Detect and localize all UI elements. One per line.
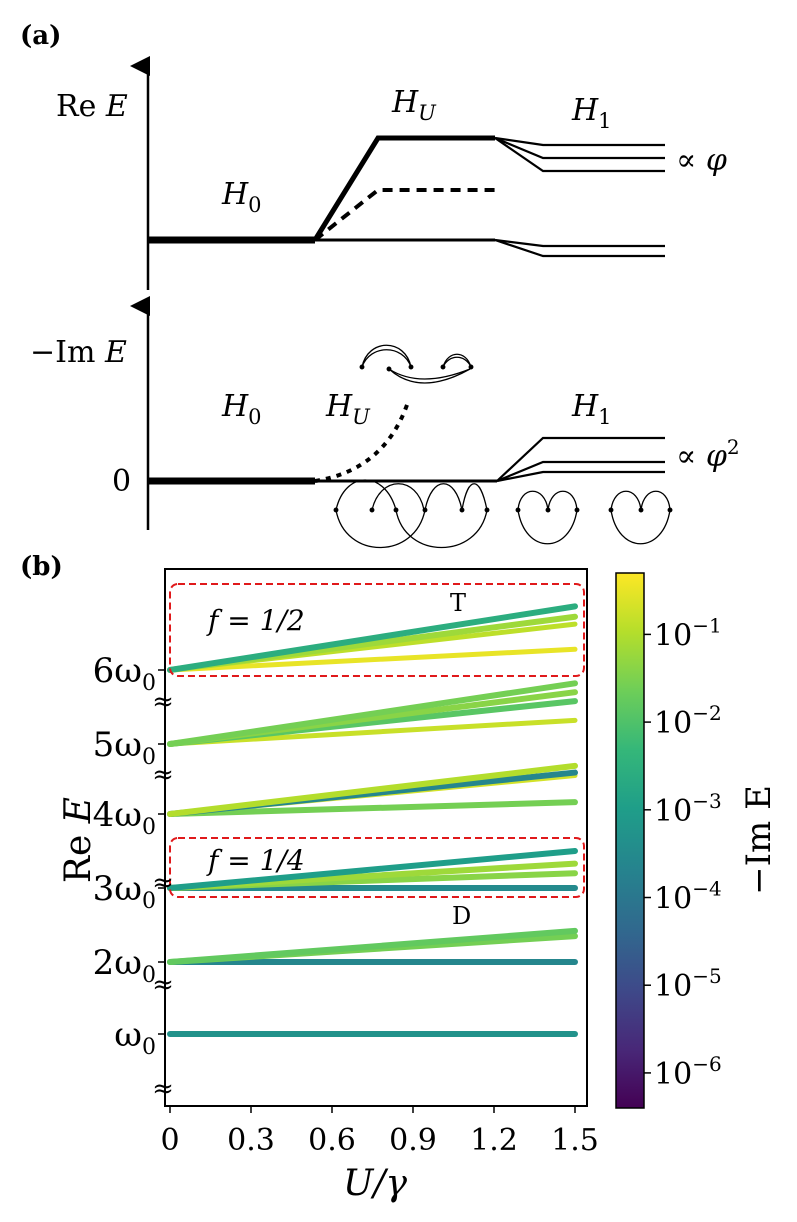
axis-break-5: ≈ (152, 1074, 174, 1104)
x-tick-label: 1.5 (551, 1123, 599, 1158)
x-tick-label: 0.3 (227, 1123, 275, 1158)
plot-frame (164, 568, 588, 1107)
tag-d: D (452, 902, 471, 930)
y-tick-label: 4ω0 (93, 795, 156, 840)
im-e-label: −Im E (30, 335, 127, 370)
y-tick-label: 5ω0 (93, 725, 156, 770)
colorbar-label: −Im E (739, 785, 779, 895)
panel-b-label: (b) (20, 552, 63, 582)
arc-diagram-upper (359, 344, 474, 384)
series-line-5-12 (167, 717, 578, 747)
colorbar-tick-label: 10−2 (654, 701, 722, 741)
series-line-4-8 (167, 799, 578, 817)
y-tick-label: 2ω0 (93, 943, 156, 988)
panel-a-label: (a) (20, 21, 61, 51)
axis-break-4: ≈ (152, 970, 174, 1000)
panel-a-bottom: −Im E 0 (30, 296, 740, 549)
f-half-label: f = 1/2 (206, 604, 305, 637)
hu-dashed-level (313, 188, 495, 242)
series-line-2-3 (167, 927, 578, 965)
y-ticks: ω0 2ω0 3ω0 4ω0 5ω0 6ω0 (93, 651, 165, 1060)
h1-split-upper-1 (494, 136, 665, 147)
im-h1-split-3 (496, 470, 665, 483)
f-half-box (169, 583, 585, 677)
top-h1-label: H1 (571, 93, 612, 133)
y-tick-label: 6ω0 (93, 651, 156, 696)
series-line-6-16 (167, 646, 578, 673)
h1-split-lower-1 (494, 238, 665, 248)
x-tick-label: 0.6 (308, 1123, 356, 1158)
h1-split-upper-3 (494, 137, 665, 173)
y-tick-label: 3ω0 (93, 869, 156, 914)
bottom-h0-label: H0 (221, 389, 262, 429)
colorbar-ticks: 10−1 10−2 10−3 10−4 10−5 10−6 (644, 613, 722, 1092)
x-tick-label: 0.9 (389, 1123, 437, 1158)
panel-b-plot: f = 1/2 f = 1/4 T D 0 0.3 0.6 0.9 1.2 1.5 ω0 2… (58, 568, 779, 1204)
y-tick-label: ω0 (114, 1015, 156, 1060)
top-h0-label: H0 (221, 177, 262, 217)
series-line-3-7 (167, 848, 578, 891)
colorbar-tick-label: 10−6 (654, 1052, 722, 1092)
colorbar (615, 572, 645, 1109)
axis-break-2: ≈ (152, 760, 174, 790)
arc-diagram-lower-left (333, 479, 490, 549)
prop-phi-squared-label: ∝ φ2 (676, 435, 740, 474)
colorbar-tick-label: 10−5 (654, 964, 722, 1004)
panel-a-top: Re E H0 HU H1 ∝ φ (56, 56, 727, 290)
hu-upper-level (312, 135, 495, 242)
colorbar-tick-label: 10−1 (654, 613, 722, 653)
f-quarter-label: f = 1/4 (206, 844, 305, 877)
tag-t: T (450, 589, 466, 617)
x-tick-label: 1.2 (470, 1123, 518, 1158)
re-e-label: Re E (56, 89, 128, 124)
top-hu-label: HU (391, 85, 437, 125)
series-line-5-15 (167, 680, 578, 747)
colorbar-tick-label: 10−4 (654, 877, 722, 917)
colorbar-tick-label: 10−3 (654, 789, 722, 829)
axis-break-3: ≈ (152, 868, 174, 898)
axis-break-1: ≈ (152, 687, 174, 717)
series-line-4-11 (167, 762, 578, 817)
h1-split-upper-2 (494, 136, 665, 160)
f-quarter-box (169, 837, 585, 898)
h1-split-lower-2 (494, 238, 665, 258)
series-line-6-19 (167, 603, 578, 673)
y-axis-label: Re E (58, 797, 99, 883)
bottom-h1-label: H1 (571, 389, 612, 429)
bottom-hu-label: HU (325, 389, 371, 429)
x-tick-label: 0 (160, 1123, 179, 1158)
arc-diagram-lower-right (515, 490, 673, 545)
series-layer (167, 603, 578, 1037)
prop-phi-label: ∝ φ (676, 143, 727, 178)
x-ticks: 0 0.3 0.6 0.9 1.2 1.5 (160, 1106, 599, 1158)
im-hu-dotted-curve (314, 401, 410, 483)
im-h1-split-2 (496, 460, 665, 483)
x-axis-label: U/γ (343, 1163, 407, 1204)
im-zero-label: 0 (112, 464, 131, 499)
im-h1-split-1 (496, 436, 665, 482)
